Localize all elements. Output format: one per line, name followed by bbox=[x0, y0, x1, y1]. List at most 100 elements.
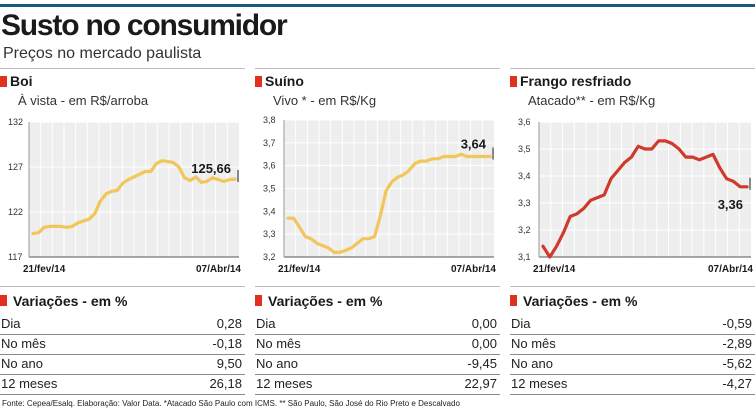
data-point bbox=[691, 156, 694, 158]
variation-label: 12 meses bbox=[511, 376, 568, 391]
data-point bbox=[54, 225, 57, 228]
variation-value: 9,50 bbox=[216, 356, 242, 371]
variation-value: 0,28 bbox=[216, 316, 242, 331]
data-point bbox=[466, 155, 468, 158]
data-point bbox=[166, 160, 169, 163]
data-point bbox=[555, 245, 558, 247]
page-subtitle: Preços no mercado paulista bbox=[3, 45, 202, 62]
data-point bbox=[583, 207, 585, 210]
data-point bbox=[610, 177, 612, 180]
data-point bbox=[155, 162, 158, 165]
x-start-label: 21/fev/14 bbox=[23, 264, 66, 275]
variation-row-ano: No ano -5,62 bbox=[510, 354, 755, 375]
variation-label: Dia bbox=[511, 316, 531, 331]
variation-row-ano: No ano 9,50 bbox=[0, 354, 245, 375]
data-point bbox=[228, 178, 231, 181]
data-point bbox=[304, 235, 307, 238]
panel-title: Suíno bbox=[265, 73, 304, 89]
variation-value: -0,18 bbox=[212, 336, 242, 351]
y-tick-label: 3,6 bbox=[518, 117, 531, 127]
data-point bbox=[542, 245, 544, 247]
data-point bbox=[431, 158, 434, 160]
data-point bbox=[732, 180, 735, 183]
data-point bbox=[402, 174, 405, 176]
data-point bbox=[178, 166, 180, 168]
data-point bbox=[489, 155, 491, 158]
data-point bbox=[678, 148, 680, 150]
data-point bbox=[725, 177, 728, 180]
data-point bbox=[217, 178, 219, 181]
panel-boi: Boi À vista - em R$/arroba 132 127 122 117 1… bbox=[0, 0, 245, 413]
data-point bbox=[71, 225, 74, 228]
variation-value: 0,00 bbox=[471, 316, 497, 331]
variation-label: Dia bbox=[1, 316, 21, 331]
panel-unit: Atacado** - em R$/Kg bbox=[528, 93, 656, 108]
variation-row-12-meses: 12 meses 22,97 bbox=[255, 374, 500, 395]
data-point bbox=[460, 153, 462, 156]
data-point bbox=[189, 179, 191, 182]
variation-label: Dia bbox=[256, 316, 276, 331]
variation-row-mes: No mês -2,89 bbox=[510, 334, 755, 355]
variations-title: Variações - em % bbox=[523, 293, 638, 309]
data-point bbox=[333, 251, 335, 254]
data-point bbox=[448, 155, 451, 158]
data-point bbox=[671, 142, 673, 145]
data-point bbox=[121, 182, 124, 184]
variation-label: 12 meses bbox=[1, 376, 58, 391]
variation-label: No ano bbox=[256, 356, 298, 371]
data-point bbox=[644, 148, 646, 150]
data-point bbox=[144, 170, 147, 173]
data-point bbox=[116, 189, 118, 192]
data-point bbox=[310, 237, 312, 240]
data-point bbox=[719, 167, 721, 169]
data-point bbox=[437, 158, 439, 160]
top-rule bbox=[0, 4, 755, 7]
x-start-label: 21/fev/14 bbox=[278, 264, 321, 275]
variation-row-dia: Dia -0,59 bbox=[510, 314, 755, 335]
data-point bbox=[385, 189, 387, 192]
chart-suino: 3,8 3,7 3,6 3,5 3,4 3,3 3,2 3,64 21/fev/14 07/Abr… bbox=[263, 115, 496, 275]
data-point bbox=[408, 169, 410, 172]
data-point bbox=[77, 222, 79, 224]
y-tick-label: 122 bbox=[8, 207, 23, 217]
data-point bbox=[127, 178, 130, 181]
data-point bbox=[350, 247, 353, 249]
data-point bbox=[161, 159, 163, 162]
divider bbox=[255, 286, 500, 287]
end-value-label: 3,64 bbox=[461, 137, 487, 152]
data-point bbox=[200, 181, 203, 184]
series-line bbox=[286, 152, 492, 254]
variation-row-12-meses: 12 meses 26,18 bbox=[0, 374, 245, 395]
data-point bbox=[617, 169, 619, 172]
data-point bbox=[651, 148, 653, 150]
variation-value: -9,45 bbox=[467, 356, 497, 371]
data-point bbox=[589, 199, 592, 202]
divider bbox=[510, 286, 755, 287]
y-tick-label: 3,1 bbox=[518, 252, 531, 262]
data-point bbox=[321, 244, 324, 247]
variation-value: -0,59 bbox=[722, 316, 752, 331]
data-point bbox=[292, 217, 295, 219]
data-point bbox=[234, 178, 236, 180]
y-tick-label: 3,2 bbox=[518, 225, 531, 235]
data-point bbox=[454, 155, 457, 158]
data-point bbox=[425, 160, 428, 162]
data-point bbox=[698, 159, 701, 161]
data-point bbox=[705, 156, 707, 158]
variation-label: 12 meses bbox=[256, 376, 313, 391]
data-point bbox=[37, 231, 40, 234]
x-start-label: 21/fev/14 bbox=[533, 264, 576, 275]
data-point bbox=[379, 215, 382, 217]
data-point bbox=[603, 194, 605, 196]
variation-label: No ano bbox=[511, 356, 553, 371]
variation-value: 26,18 bbox=[209, 376, 242, 391]
divider bbox=[255, 68, 500, 69]
data-point bbox=[222, 180, 225, 183]
y-tick-label: 3,6 bbox=[263, 161, 276, 171]
panel-title: Boi bbox=[10, 73, 33, 89]
variation-value: 0,00 bbox=[471, 336, 497, 351]
y-tick-label: 3,2 bbox=[263, 252, 276, 262]
accent-square bbox=[255, 76, 262, 87]
variation-row-dia: Dia 0,28 bbox=[0, 314, 245, 335]
divider bbox=[0, 68, 245, 69]
